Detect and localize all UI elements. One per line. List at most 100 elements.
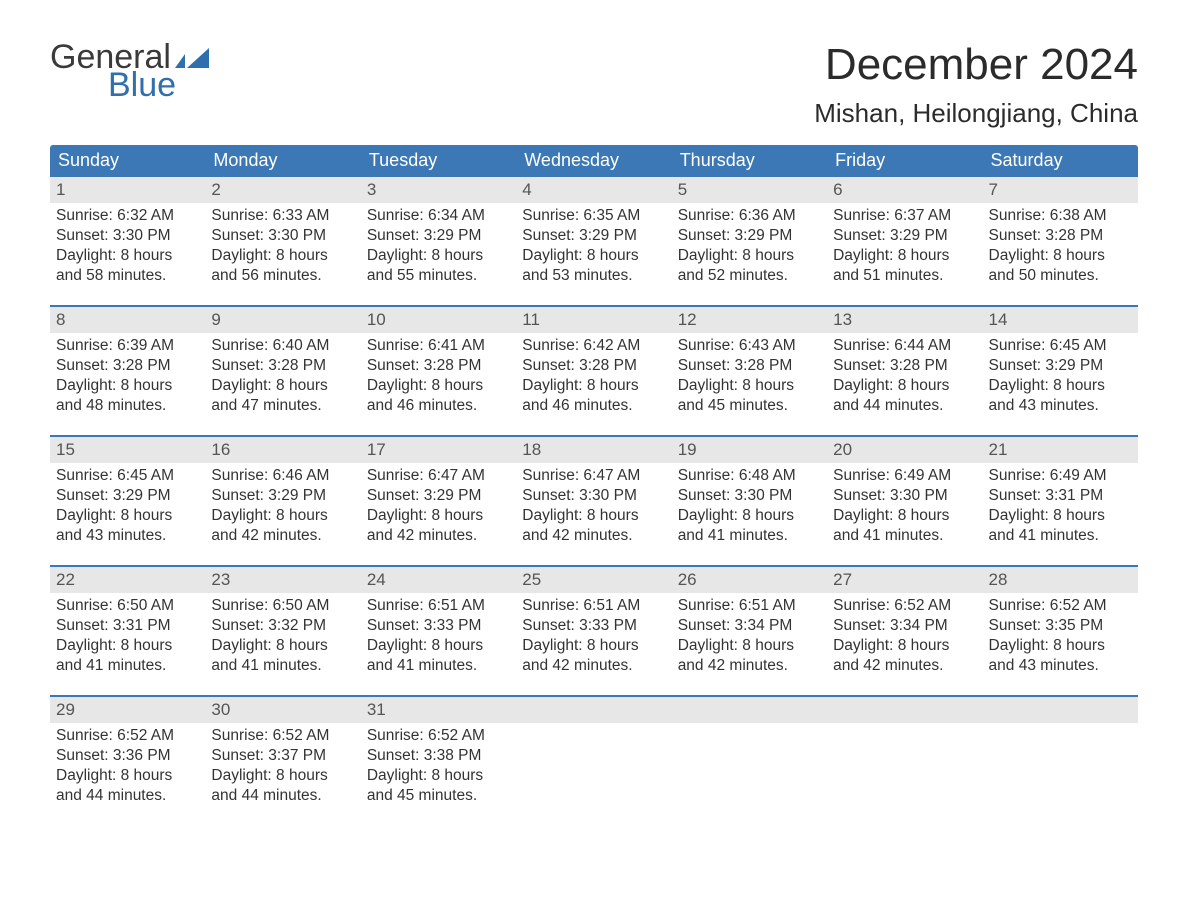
day-details: Sunrise: 6:32 AMSunset: 3:30 PMDaylight:… xyxy=(50,203,205,289)
calendar-day xyxy=(672,697,827,815)
sunset-text: Sunset: 3:33 PM xyxy=(367,616,510,636)
daylight-line2: and 44 minutes. xyxy=(833,396,976,416)
sunset-text: Sunset: 3:28 PM xyxy=(989,226,1132,246)
day-number: 18 xyxy=(516,437,671,463)
daylight-line1: Daylight: 8 hours xyxy=(367,376,510,396)
sunset-text: Sunset: 3:31 PM xyxy=(989,486,1132,506)
flag-icon xyxy=(175,48,209,68)
day-details xyxy=(516,723,671,803)
weekday-saturday: Saturday xyxy=(983,145,1138,177)
calendar-day: 5Sunrise: 6:36 AMSunset: 3:29 PMDaylight… xyxy=(672,177,827,295)
sunset-text: Sunset: 3:30 PM xyxy=(678,486,821,506)
sunset-text: Sunset: 3:29 PM xyxy=(522,226,665,246)
day-number: 5 xyxy=(672,177,827,203)
day-number: 23 xyxy=(205,567,360,593)
daylight-line1: Daylight: 8 hours xyxy=(833,246,976,266)
daylight-line2: and 42 minutes. xyxy=(211,526,354,546)
calendar-day: 7Sunrise: 6:38 AMSunset: 3:28 PMDaylight… xyxy=(983,177,1138,295)
sunset-text: Sunset: 3:32 PM xyxy=(211,616,354,636)
sunrise-text: Sunrise: 6:48 AM xyxy=(678,466,821,486)
sunrise-text: Sunrise: 6:50 AM xyxy=(211,596,354,616)
sunrise-text: Sunrise: 6:52 AM xyxy=(56,726,199,746)
daylight-line1: Daylight: 8 hours xyxy=(211,636,354,656)
sunset-text: Sunset: 3:31 PM xyxy=(56,616,199,636)
sunset-text: Sunset: 3:35 PM xyxy=(989,616,1132,636)
daylight-line2: and 55 minutes. xyxy=(367,266,510,286)
calendar-day: 19Sunrise: 6:48 AMSunset: 3:30 PMDayligh… xyxy=(672,437,827,555)
day-details: Sunrise: 6:38 AMSunset: 3:28 PMDaylight:… xyxy=(983,203,1138,289)
day-number: 2 xyxy=(205,177,360,203)
logo: General Blue xyxy=(50,40,209,102)
sunset-text: Sunset: 3:28 PM xyxy=(211,356,354,376)
calendar-day: 11Sunrise: 6:42 AMSunset: 3:28 PMDayligh… xyxy=(516,307,671,425)
sunrise-text: Sunrise: 6:50 AM xyxy=(56,596,199,616)
day-details: Sunrise: 6:34 AMSunset: 3:29 PMDaylight:… xyxy=(361,203,516,289)
day-details: Sunrise: 6:45 AMSunset: 3:29 PMDaylight:… xyxy=(983,333,1138,419)
day-number: 24 xyxy=(361,567,516,593)
calendar-day: 31Sunrise: 6:52 AMSunset: 3:38 PMDayligh… xyxy=(361,697,516,815)
calendar-day: 10Sunrise: 6:41 AMSunset: 3:28 PMDayligh… xyxy=(361,307,516,425)
daylight-line2: and 56 minutes. xyxy=(211,266,354,286)
sunrise-text: Sunrise: 6:51 AM xyxy=(522,596,665,616)
day-number: 22 xyxy=(50,567,205,593)
sunrise-text: Sunrise: 6:39 AM xyxy=(56,336,199,356)
calendar-day: 1Sunrise: 6:32 AMSunset: 3:30 PMDaylight… xyxy=(50,177,205,295)
daylight-line1: Daylight: 8 hours xyxy=(56,506,199,526)
daylight-line2: and 43 minutes. xyxy=(989,396,1132,416)
day-details xyxy=(672,723,827,803)
sunset-text: Sunset: 3:34 PM xyxy=(833,616,976,636)
day-number: 6 xyxy=(827,177,982,203)
sunset-text: Sunset: 3:37 PM xyxy=(211,746,354,766)
sunrise-text: Sunrise: 6:52 AM xyxy=(989,596,1132,616)
calendar-day: 28Sunrise: 6:52 AMSunset: 3:35 PMDayligh… xyxy=(983,567,1138,685)
sunrise-text: Sunrise: 6:52 AM xyxy=(211,726,354,746)
calendar-day: 29Sunrise: 6:52 AMSunset: 3:36 PMDayligh… xyxy=(50,697,205,815)
day-details: Sunrise: 6:45 AMSunset: 3:29 PMDaylight:… xyxy=(50,463,205,549)
daylight-line2: and 46 minutes. xyxy=(522,396,665,416)
daylight-line2: and 46 minutes. xyxy=(367,396,510,416)
day-number: 15 xyxy=(50,437,205,463)
sunset-text: Sunset: 3:30 PM xyxy=(56,226,199,246)
day-number: 19 xyxy=(672,437,827,463)
day-details: Sunrise: 6:33 AMSunset: 3:30 PMDaylight:… xyxy=(205,203,360,289)
daylight-line1: Daylight: 8 hours xyxy=(522,376,665,396)
daylight-line2: and 42 minutes. xyxy=(678,656,821,676)
day-number xyxy=(983,697,1138,723)
week-row: 29Sunrise: 6:52 AMSunset: 3:36 PMDayligh… xyxy=(50,695,1138,815)
sunrise-text: Sunrise: 6:41 AM xyxy=(367,336,510,356)
sunset-text: Sunset: 3:33 PM xyxy=(522,616,665,636)
day-number xyxy=(827,697,982,723)
sunset-text: Sunset: 3:29 PM xyxy=(833,226,976,246)
sunrise-text: Sunrise: 6:47 AM xyxy=(522,466,665,486)
day-number: 3 xyxy=(361,177,516,203)
sunset-text: Sunset: 3:29 PM xyxy=(211,486,354,506)
sunrise-text: Sunrise: 6:52 AM xyxy=(833,596,976,616)
day-number: 21 xyxy=(983,437,1138,463)
calendar-day: 23 Sunrise: 6:50 AMSunset: 3:32 PMDayligh… xyxy=(205,567,360,685)
sunrise-text: Sunrise: 6:32 AM xyxy=(56,206,199,226)
weekday-wednesday: Wednesday xyxy=(516,145,671,177)
weekday-monday: Monday xyxy=(205,145,360,177)
sunrise-text: Sunrise: 6:47 AM xyxy=(367,466,510,486)
day-number: 4 xyxy=(516,177,671,203)
day-number: 12 xyxy=(672,307,827,333)
logo-word-blue: Blue xyxy=(108,68,209,102)
daylight-line1: Daylight: 8 hours xyxy=(522,246,665,266)
daylight-line2: and 47 minutes. xyxy=(211,396,354,416)
day-details: Sunrise: 6:47 AMSunset: 3:30 PMDaylight:… xyxy=(516,463,671,549)
sunrise-text: Sunrise: 6:52 AM xyxy=(367,726,510,746)
day-details: Sunrise: 6:51 AMSunset: 3:33 PMDaylight:… xyxy=(516,593,671,679)
calendar-day xyxy=(516,697,671,815)
daylight-line1: Daylight: 8 hours xyxy=(56,376,199,396)
day-number: 1 xyxy=(50,177,205,203)
day-details: Sunrise: 6:43 AMSunset: 3:28 PMDaylight:… xyxy=(672,333,827,419)
day-number: 17 xyxy=(361,437,516,463)
day-details: Sunrise: 6:39 AMSunset: 3:28 PMDaylight:… xyxy=(50,333,205,419)
daylight-line2: and 41 minutes. xyxy=(678,526,821,546)
day-details: Sunrise: 6:42 AMSunset: 3:28 PMDaylight:… xyxy=(516,333,671,419)
daylight-line2: and 41 minutes. xyxy=(211,656,354,676)
calendar-day: 21Sunrise: 6:49 AMSunset: 3:31 PMDayligh… xyxy=(983,437,1138,555)
sunrise-text: Sunrise: 6:43 AM xyxy=(678,336,821,356)
day-number: 31 xyxy=(361,697,516,723)
daylight-line2: and 41 minutes. xyxy=(56,656,199,676)
